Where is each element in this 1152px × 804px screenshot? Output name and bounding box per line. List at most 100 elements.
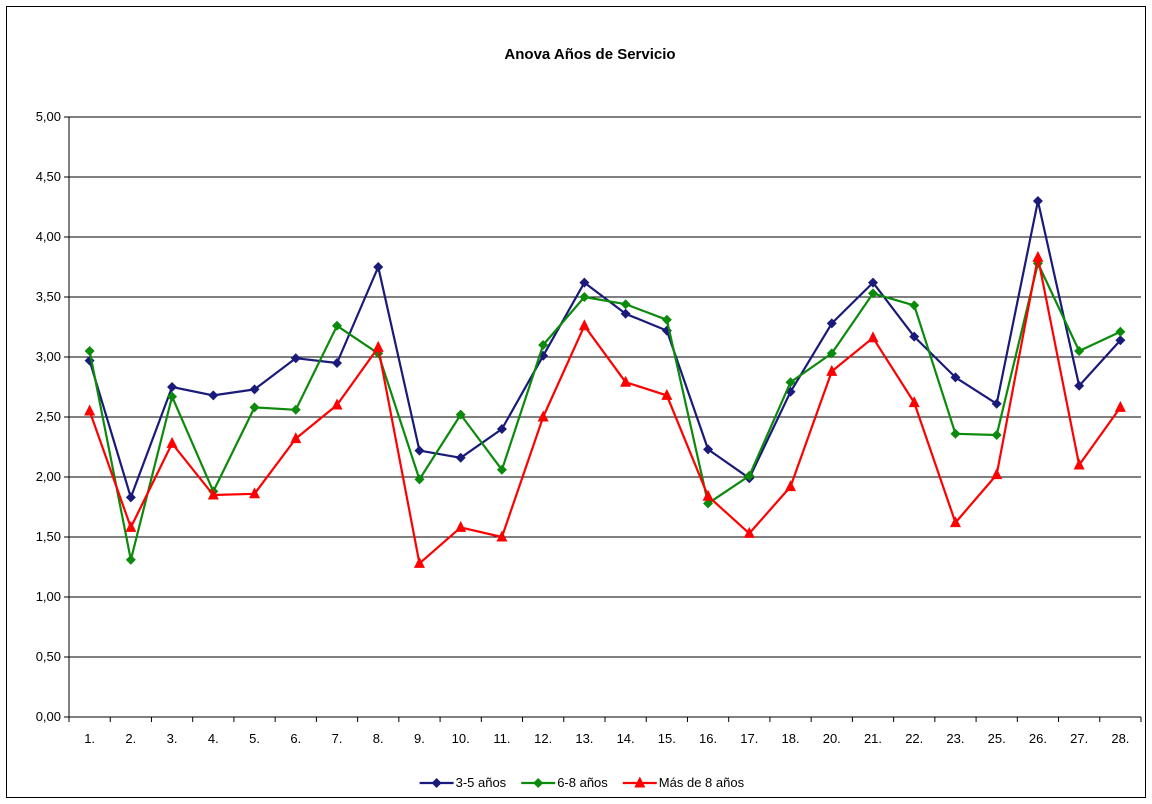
chart-title: Anova Años de Servicio — [504, 46, 675, 63]
data-point — [414, 445, 425, 456]
chart-area: Anova Años de Servicio 0,00 0,50 1,00 1,50 2… — [6, 6, 1146, 798]
y-tick-label: 2,50 — [36, 409, 61, 424]
data-point — [785, 480, 797, 492]
data-point — [1074, 346, 1085, 356]
x-tick-label: 27. — [1070, 731, 1088, 746]
x-tick-label: 9. — [414, 731, 425, 746]
data-point — [496, 530, 508, 542]
data-point — [909, 300, 920, 311]
x-tick-label: 5. — [249, 731, 260, 746]
data-point — [373, 262, 384, 272]
data-point — [455, 520, 467, 532]
data-point — [332, 358, 342, 368]
data-point — [620, 308, 631, 319]
data-point — [950, 372, 961, 383]
data-point — [455, 452, 466, 463]
x-tick-label: 16. — [699, 731, 717, 746]
data-point — [703, 444, 714, 455]
data-point — [431, 778, 442, 788]
data-point — [1032, 250, 1044, 262]
series-line — [88, 199, 1122, 499]
legend-label: Más de 8 años — [659, 775, 745, 790]
x-tick-label: 4. — [208, 731, 219, 746]
y-tick-label: 4,00 — [36, 229, 61, 244]
x-tick-label: 21. — [864, 731, 882, 746]
data-point — [290, 353, 301, 364]
data-point — [537, 410, 549, 422]
series-3-5-años — [84, 196, 1126, 503]
x-tick-label: 8. — [373, 731, 384, 746]
data-point — [867, 331, 879, 343]
data-point — [125, 492, 136, 503]
data-point — [991, 468, 1003, 480]
x-tick-label: 15. — [658, 731, 676, 746]
legend-label: 3-5 años — [456, 775, 507, 790]
data-point — [1073, 458, 1085, 470]
data-point — [249, 384, 260, 395]
legend-label: 6-8 años — [557, 775, 608, 790]
x-tick-label: 20. — [823, 731, 841, 746]
legend-item: 3-5 años — [419, 775, 507, 790]
x-tick-label: 7. — [332, 731, 343, 746]
data-point — [249, 487, 261, 499]
legend-item: 6-8 años — [521, 775, 608, 790]
x-tick-label: 2. — [125, 731, 136, 746]
x-tick-label: 23. — [946, 731, 964, 746]
y-axis-tick-labels: 0,00 0,50 1,00 1,50 2,00 2,50 3,00 3,50 4,00 4,50… — [36, 109, 61, 724]
y-tick-label: 1,50 — [36, 529, 61, 544]
data-point — [826, 318, 837, 329]
data-point — [538, 340, 549, 350]
data-point — [167, 382, 178, 392]
data-point — [84, 346, 95, 356]
data-point — [208, 390, 219, 401]
data-point — [868, 277, 878, 288]
data-point — [84, 404, 96, 416]
data-point — [414, 474, 425, 485]
axes — [64, 116, 1142, 722]
data-point — [207, 488, 219, 500]
data-point — [949, 516, 961, 528]
data-point — [125, 554, 136, 565]
data-point — [166, 436, 178, 448]
x-tick-label: 11. — [493, 731, 510, 746]
y-tick-label: 1,00 — [36, 589, 61, 604]
grid-lines — [69, 116, 1141, 658]
x-tick-label: 18. — [781, 731, 799, 746]
data-point — [533, 778, 544, 788]
y-tick-label: 3,00 — [36, 349, 61, 364]
data-point — [1074, 380, 1085, 391]
x-tick-label: 13. — [575, 731, 593, 746]
data-point — [1114, 400, 1126, 412]
data-point — [826, 348, 837, 359]
data-point — [578, 319, 590, 331]
data-point — [167, 391, 178, 402]
data-point — [413, 556, 425, 568]
series-más-de-8-años — [84, 250, 1126, 568]
x-tick-label: 26. — [1029, 731, 1047, 746]
x-tick-label: 22. — [905, 731, 923, 746]
x-tick-label: 12. — [534, 731, 552, 746]
series-lines — [84, 196, 1126, 568]
x-tick-label: 17. — [740, 731, 758, 746]
data-point — [620, 299, 631, 310]
data-point — [661, 388, 673, 400]
data-point — [579, 277, 590, 288]
data-point — [743, 526, 755, 538]
data-point — [331, 398, 343, 410]
legend: 3-5 años 6-8 años Más de 8 años — [419, 775, 745, 790]
data-point — [868, 288, 878, 299]
data-point — [950, 428, 961, 439]
data-point — [909, 331, 920, 342]
y-tick-label: 2,00 — [36, 469, 61, 484]
y-tick-label: 4,50 — [36, 169, 61, 184]
data-point — [703, 498, 714, 509]
data-point — [496, 424, 507, 434]
data-point — [249, 402, 260, 413]
data-point — [661, 314, 672, 325]
data-point — [826, 364, 838, 376]
series-6-8-años — [84, 258, 1126, 565]
y-tick-label: 3,50 — [36, 289, 61, 304]
data-point — [702, 489, 714, 501]
data-point — [634, 776, 646, 788]
legend-item: Más de 8 años — [622, 775, 745, 790]
